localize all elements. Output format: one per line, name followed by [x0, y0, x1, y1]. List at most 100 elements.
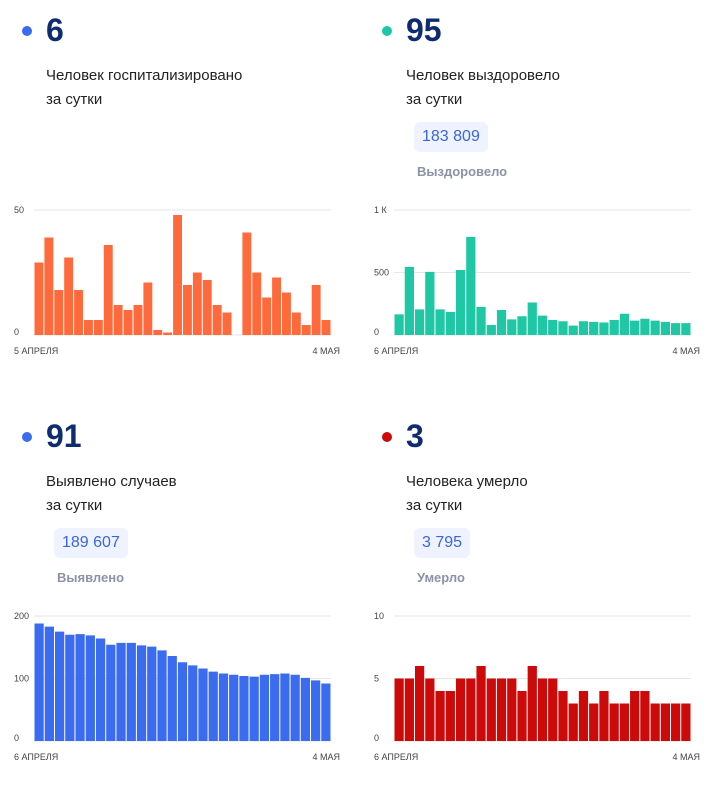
hospitalized-chart: 0 50 5 АПРЕЛЯ 4 МАЯ [0, 190, 360, 365]
bar [64, 257, 74, 335]
bar [290, 674, 300, 741]
bar [123, 310, 133, 335]
bar [85, 635, 95, 742]
cases-total-label: Выявлено [57, 570, 125, 585]
bar [272, 277, 281, 335]
bar [95, 638, 106, 741]
bar [136, 645, 147, 742]
bar [548, 320, 558, 335]
bar [311, 285, 321, 335]
bar [558, 691, 568, 741]
bar [548, 678, 558, 741]
bar [113, 305, 123, 335]
bar [291, 312, 301, 335]
deaths-daily-count: 3 [406, 418, 424, 454]
recovered-chart-svg: 0 500 1 К 6 АПРЕЛЯ 4 МАЯ [374, 205, 700, 356]
bar [311, 680, 321, 742]
bar [517, 316, 527, 335]
bar [630, 320, 640, 336]
cases-chart-svg: 0 100 200 6 АПРЕЛЯ 4 МАЯ [14, 611, 340, 762]
y-tick-label: 10 [374, 611, 384, 621]
deaths-panel: 3 Человека умерло за сутки 3 795 Умерло … [360, 406, 720, 803]
bar [153, 330, 163, 335]
bar [486, 325, 496, 335]
bar [650, 703, 660, 741]
x-start-label: 6 АПРЕЛЯ [14, 752, 58, 762]
bar [34, 262, 44, 335]
x-start-label: 6 АПРЕЛЯ [374, 752, 418, 762]
bar [54, 290, 64, 335]
bar [630, 691, 640, 741]
bar [103, 245, 113, 335]
bar [163, 332, 173, 335]
bar [282, 292, 291, 335]
cases-dot [22, 432, 32, 442]
cases-chart: 0 100 200 6 АПРЕЛЯ 4 МАЯ [0, 596, 360, 771]
bar [143, 282, 153, 335]
bar [106, 644, 116, 741]
hospitalized-panel: 6 Человек госпитализировано за сутки 0 50… [0, 0, 360, 397]
bar [599, 322, 609, 335]
y-tick-label: 1 К [374, 205, 388, 215]
bar [671, 703, 681, 741]
deaths-total: 3 795 [414, 528, 471, 558]
bar [589, 321, 599, 336]
y-tick-label: 500 [374, 268, 389, 278]
bar [239, 676, 249, 741]
bar [527, 302, 537, 335]
bar [242, 232, 252, 335]
bar [537, 315, 548, 336]
bar [93, 320, 103, 335]
x-end-label: 4 МАЯ [672, 346, 700, 356]
bar [198, 668, 208, 741]
deaths-dot [382, 432, 392, 442]
bar [192, 272, 202, 335]
x-end-label: 4 МАЯ [312, 346, 340, 356]
bar [212, 305, 222, 335]
bar [609, 703, 619, 741]
hospitalized-daily-count: 6 [46, 12, 64, 48]
bar [173, 215, 182, 335]
bar [681, 323, 691, 336]
bar [262, 297, 272, 335]
bar [414, 666, 425, 741]
bar [188, 665, 198, 742]
bar [507, 319, 517, 336]
bar [44, 626, 54, 742]
hospitalized-description: Человек госпитализировано за сутки [46, 67, 243, 108]
bar [208, 671, 218, 742]
bar [425, 271, 435, 336]
deaths-chart: 0 5 10 6 АПРЕЛЯ 4 МАЯ [360, 596, 720, 771]
bar [404, 678, 414, 741]
y-tick-label: 0 [14, 733, 19, 743]
bar [435, 309, 445, 336]
y-tick-label: 0 [14, 327, 19, 337]
hospitalized-chart-svg: 0 50 5 АПРЕЛЯ 4 МАЯ [14, 205, 340, 356]
bar [167, 656, 177, 741]
x-end-label: 4 МАЯ [672, 752, 700, 762]
bar [640, 318, 650, 335]
recovered-total: 183 809 [414, 122, 488, 152]
bar [445, 691, 455, 741]
bar [84, 320, 93, 335]
bar [414, 309, 425, 336]
recovered-description: Человек выздоровело за сутки [406, 67, 560, 108]
bar [34, 623, 44, 741]
y-tick-label: 50 [14, 205, 24, 215]
bar [229, 674, 239, 741]
bar [116, 642, 126, 742]
y-tick-label: 0 [374, 733, 379, 743]
bar [445, 311, 455, 336]
bar [394, 678, 404, 741]
bar [558, 321, 568, 335]
bar [74, 290, 83, 335]
bar [249, 676, 259, 742]
bar [280, 673, 290, 741]
bar [507, 678, 517, 741]
bar [496, 678, 507, 741]
cases-description: Выявлено случаев за сутки [46, 473, 177, 514]
bar [183, 285, 192, 335]
bar [177, 662, 188, 741]
bar [455, 270, 466, 335]
bar [681, 703, 691, 741]
